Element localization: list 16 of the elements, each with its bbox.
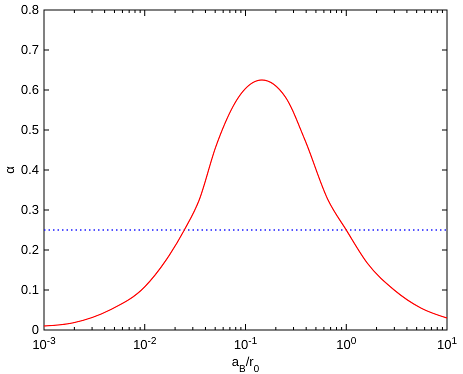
y-tick-label: 0.2 bbox=[20, 242, 39, 258]
y-tick-label: 0.7 bbox=[20, 42, 39, 58]
x-tick-label: 10$^{0}$ bbox=[336, 336, 357, 352]
y-axis-title: α bbox=[2, 166, 17, 174]
y-tick-label: 0.4 bbox=[20, 162, 39, 178]
y-tick-label: 0.6 bbox=[20, 82, 39, 98]
x-tick-label: 10$^{-2}$ bbox=[133, 336, 157, 352]
x-tick-label: 10$^{1}$ bbox=[436, 336, 458, 352]
x-tick-label: 10$^{-1}$ bbox=[234, 336, 258, 352]
x-tick-label: 10$^{-3}$ bbox=[32, 336, 56, 352]
y-tick-label: 0 bbox=[32, 322, 39, 338]
y-tick-label: 0.3 bbox=[20, 202, 39, 218]
y-tick-label: 0.5 bbox=[20, 122, 39, 138]
x-axis-title: a$_{B}$/r$_{0}$ bbox=[232, 354, 260, 374]
y-tick-label: 0.1 bbox=[20, 282, 39, 298]
y-tick-label: 0.8 bbox=[20, 2, 39, 18]
